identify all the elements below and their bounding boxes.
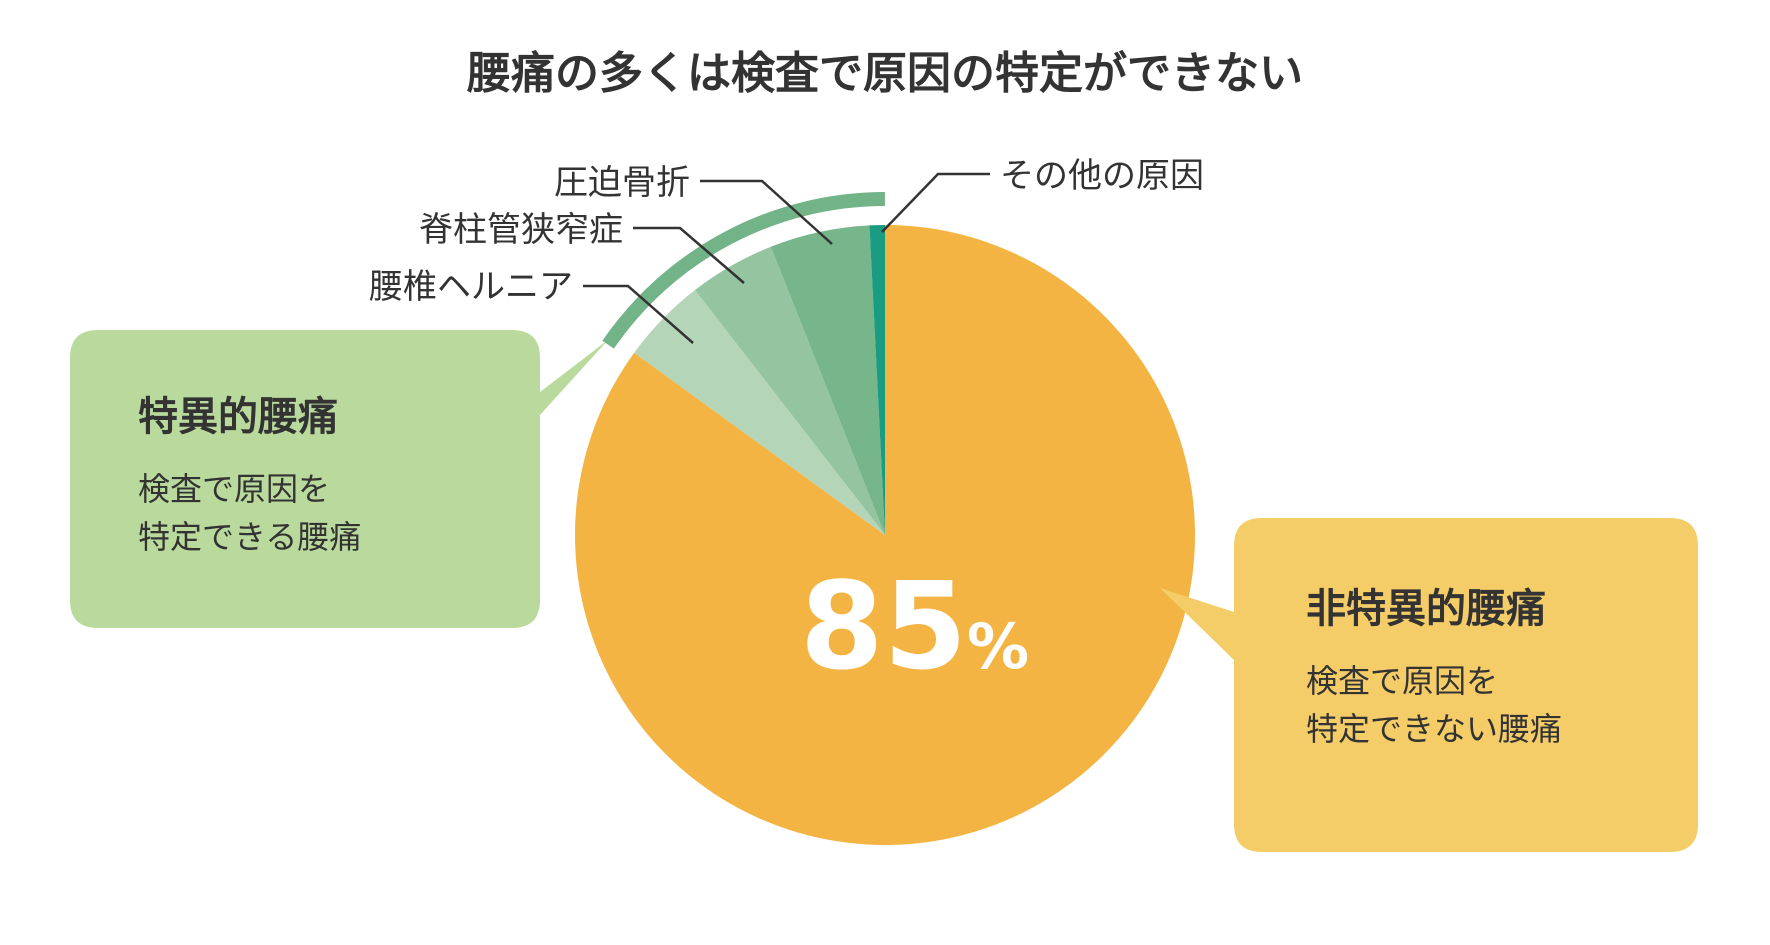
callout-nonspecific-title: 非特異的腰痛 — [1306, 586, 1546, 632]
chart-title: 腰痛の多くは検査で原因の特定ができない — [466, 48, 1303, 99]
slice-hernia — [634, 290, 885, 535]
slice-nonspecific — [575, 225, 1196, 845]
pie-slices — [575, 225, 1196, 845]
slice-label-other: その他の原因 — [1000, 156, 1204, 196]
main-value-number: 85 — [800, 558, 967, 697]
main-value-unit: % — [967, 610, 1029, 683]
callout-specific: 特異的腰痛 検査で原因を 特定できる腰痛 — [70, 330, 608, 628]
callout-nonspecific: 非特異的腰痛 検査で原因を 特定できない腰痛 — [1160, 518, 1698, 852]
callout-nonspecific-bubble — [1160, 518, 1698, 852]
main-value-label: 85% — [800, 558, 1029, 697]
specific-group-bracket — [602, 192, 885, 349]
slice-other — [869, 225, 885, 535]
callout-specific-bubble — [70, 330, 608, 628]
callout-specific-desc-line-1: 検査で原因を — [138, 470, 330, 508]
slice-label-fracture: 圧迫骨折 — [554, 163, 690, 203]
slice-label-stenosis: 脊柱管狭窄症 — [419, 210, 623, 250]
slice-stenosis — [694, 246, 885, 535]
leader-lines — [583, 172, 990, 344]
slice-label-hernia: 腰椎ヘルニア — [369, 267, 573, 307]
callout-nonspecific-desc-line-1: 検査で原因を — [1306, 662, 1498, 700]
callout-specific-desc-line-2: 特定できる腰痛 — [138, 518, 361, 556]
leader-line-hernia — [583, 284, 694, 344]
leader-line-stenosis — [633, 226, 745, 284]
slice-fracture — [770, 225, 885, 535]
callout-nonspecific-desc-line-2: 特定できない腰痛 — [1306, 710, 1562, 748]
leader-line-other — [881, 172, 990, 233]
leader-line-fracture — [700, 179, 833, 245]
callout-specific-title: 特異的腰痛 — [138, 394, 338, 440]
